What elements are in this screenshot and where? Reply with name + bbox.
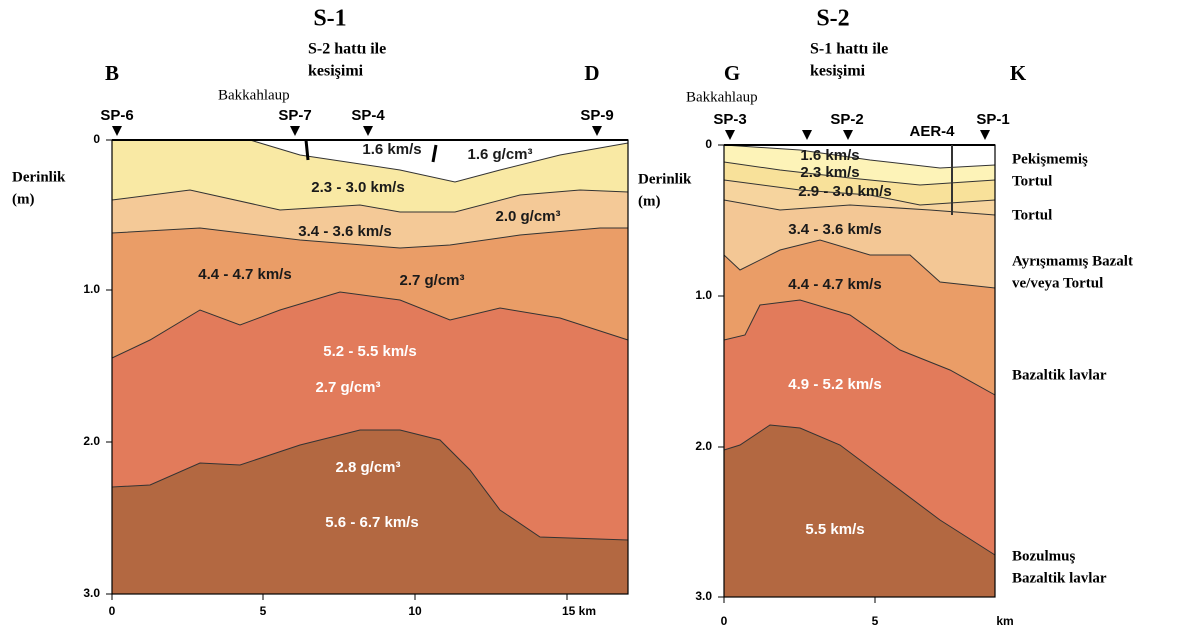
shot-point: SP-2: [830, 111, 863, 128]
y-tick: 1.0: [695, 288, 712, 302]
layer-label: 2.7 g/cm³: [399, 272, 464, 289]
place: Bakkahlaup: [218, 87, 290, 103]
boundary: [111, 227, 628, 249]
shot-point: SP-4: [351, 107, 385, 124]
layer: [724, 425, 995, 597]
x-tick: 5: [260, 604, 267, 618]
boundary: [723, 424, 996, 556]
layer-label: 2.9 - 3.0 km/s: [798, 183, 891, 200]
x-tick: 5: [872, 614, 879, 628]
layer-label: 4.9 - 5.2 km/s: [788, 376, 881, 393]
end-label: B: [105, 61, 119, 85]
unit-label: Pekişmemiş: [1012, 151, 1088, 167]
shot-point: SP-9: [580, 107, 613, 124]
s1-section: [106, 126, 629, 600]
well: [304, 139, 310, 161]
shot-point: SP-3: [713, 111, 746, 128]
layer-label: 5.5 km/s: [805, 521, 864, 538]
shot-point: SP-7: [278, 107, 311, 124]
y-tick: 0: [705, 137, 712, 151]
layer-label: 1.6 g/cm³: [467, 146, 532, 163]
title: S-2: [816, 6, 849, 32]
layer-label: 2.3 km/s: [800, 164, 859, 181]
y-tick: 0: [93, 132, 100, 146]
layer-label: 2.7 g/cm³: [315, 379, 380, 396]
x-tick: km: [996, 614, 1013, 628]
layer-label: 3.4 - 3.6 km/s: [298, 223, 391, 240]
unit-label: Ayrışmamış Bazalt: [1012, 253, 1133, 269]
boundary: [112, 139, 629, 183]
layer-label: 5.6 - 6.7 km/s: [325, 514, 418, 531]
shot-point: AER-4: [909, 123, 955, 140]
y-label: Derinlik: [12, 169, 66, 185]
y-label: (m): [638, 193, 661, 209]
boundary: [723, 179, 996, 206]
subtitle: S-1 hattı ile: [810, 41, 888, 58]
boundary: [111, 429, 629, 541]
unit-label: Tortul: [1012, 173, 1052, 189]
subtitle: kesişimi: [308, 63, 364, 80]
shot-markers: [725, 130, 990, 140]
place: Bakkahlaup: [686, 89, 758, 105]
end-label: K: [1010, 61, 1027, 85]
ticks: [106, 139, 568, 600]
subtitle: kesişimi: [810, 63, 866, 80]
unit-label: Tortul: [1012, 207, 1052, 223]
shot-point: SP-6: [100, 107, 133, 124]
y-tick: 3.0: [83, 586, 100, 600]
y-tick: 2.0: [695, 439, 712, 453]
shot-markers: [112, 126, 602, 136]
x-tick: 15 km: [562, 604, 596, 618]
y-label: Derinlik: [638, 171, 692, 187]
boundary: [723, 161, 996, 186]
y-tick: 2.0: [83, 434, 100, 448]
unit-label: Bozulmuş: [1012, 548, 1076, 564]
layer-label: 3.4 - 3.6 km/s: [788, 221, 881, 238]
boundary: [723, 299, 996, 396]
y-label: (m): [12, 191, 35, 207]
s2-section: [718, 130, 996, 603]
layer-label: 4.4 - 4.7 km/s: [788, 276, 881, 293]
layer-label: 1.6 km/s: [362, 141, 421, 158]
layer: [112, 430, 628, 594]
y-tick: 3.0: [695, 589, 712, 603]
layer-label: 1.6 km/s: [800, 147, 859, 164]
boundary: [111, 189, 629, 213]
ticks: [718, 144, 876, 603]
layer-label: 2.8 g/cm³: [335, 459, 400, 476]
unit-label: Bazaltik lavlar: [1012, 570, 1107, 586]
end-label: G: [724, 61, 740, 85]
y-tick: 1.0: [83, 282, 100, 296]
unit-label: ve/veya Tortul: [1012, 275, 1103, 291]
boundary: [723, 144, 996, 169]
layer-label: 2.3 - 3.0 km/s: [311, 179, 404, 196]
layer-label: 5.2 - 5.5 km/s: [323, 343, 416, 360]
layer-label: 2.0 g/cm³: [495, 208, 560, 225]
boundary: [111, 291, 629, 359]
title: S-1: [313, 6, 346, 32]
x-tick: 0: [721, 614, 728, 628]
layer-label: 4.4 - 4.7 km/s: [198, 266, 291, 283]
subtitle: S-2 hattı ile: [308, 41, 386, 58]
boundary: [723, 239, 996, 289]
well: [431, 144, 438, 163]
x-tick: 10: [408, 604, 422, 618]
x-tick: 0: [109, 604, 116, 618]
shot-point: SP-1: [976, 111, 1009, 128]
end-label: D: [584, 61, 599, 85]
unit-label: Bazaltik lavlar: [1012, 367, 1107, 383]
